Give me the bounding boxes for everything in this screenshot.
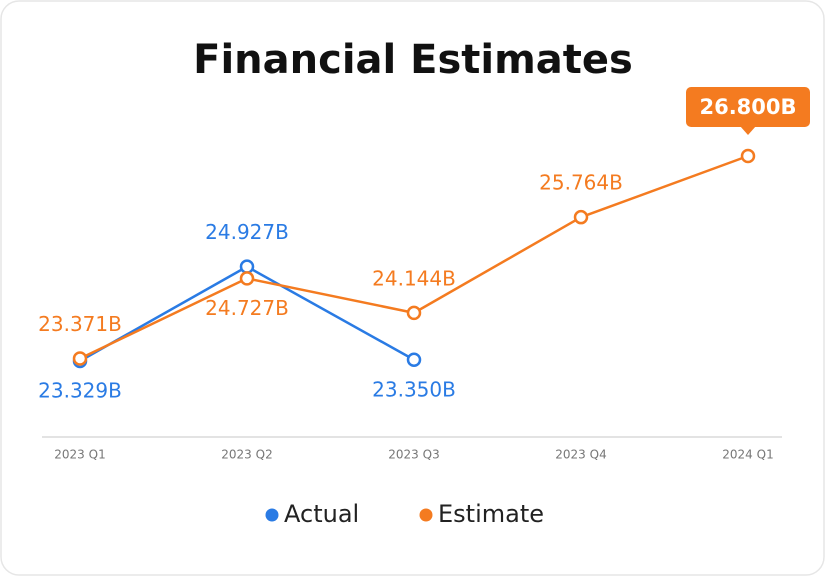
x-tick-label: 2023 Q3 [388, 448, 439, 462]
legend-marker [265, 508, 279, 522]
chart-title: Financial Estimates [193, 37, 633, 83]
legend-label: Actual [284, 500, 359, 528]
x-tick-label: 2023 Q1 [54, 448, 105, 462]
point [573, 209, 589, 225]
point [239, 259, 255, 274]
value-label: 26.800B [699, 95, 796, 119]
x-tick-label: 2023 Q2 [221, 448, 272, 462]
point [740, 148, 756, 164]
legend-label: Estimate [438, 500, 544, 528]
point [406, 305, 422, 321]
value-label: 24.927B [205, 220, 289, 244]
value-label: 23.371B [38, 312, 122, 336]
value-label: 25.764B [539, 171, 623, 195]
callout-box [686, 87, 810, 127]
point [72, 351, 88, 366]
value-label: 24.144B [372, 266, 456, 290]
point [406, 352, 422, 368]
value-label: 23.329B [38, 379, 122, 403]
callout-pointer [740, 126, 756, 135]
value-label: 24.727B [205, 296, 289, 320]
x-tick-label: 2024 Q1 [722, 448, 773, 462]
x-tick-label: 2023 Q4 [555, 448, 606, 462]
legend-marker [419, 508, 433, 522]
point [239, 271, 255, 286]
value-label: 23.350B [372, 377, 456, 401]
